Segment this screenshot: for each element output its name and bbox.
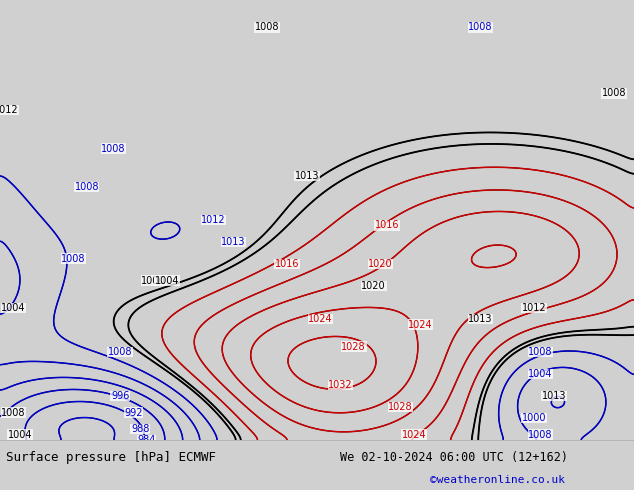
Text: 1024: 1024 [408, 319, 433, 329]
Text: 1024: 1024 [308, 314, 333, 324]
Text: 1024: 1024 [401, 430, 426, 440]
Text: 1013: 1013 [541, 391, 566, 401]
Text: 1008: 1008 [469, 23, 493, 32]
Text: 1000: 1000 [522, 413, 546, 423]
Text: 1008: 1008 [108, 347, 133, 357]
Text: 1008: 1008 [61, 253, 86, 264]
Text: 1008: 1008 [75, 182, 99, 192]
Text: 1000: 1000 [141, 275, 165, 286]
Text: 1004: 1004 [8, 430, 32, 440]
Text: 1004: 1004 [155, 275, 179, 286]
Text: 1016: 1016 [275, 259, 299, 269]
Text: 1012: 1012 [522, 303, 547, 313]
Text: 1020: 1020 [361, 281, 386, 291]
Text: 1013: 1013 [295, 171, 320, 181]
Text: 1008: 1008 [255, 23, 279, 32]
Text: 1004: 1004 [528, 369, 553, 379]
Text: 984: 984 [138, 435, 156, 445]
Text: 1013: 1013 [221, 237, 246, 247]
Text: 1020: 1020 [368, 259, 392, 269]
Text: 1028: 1028 [341, 342, 366, 351]
Text: 1016: 1016 [375, 220, 399, 230]
Text: 1012: 1012 [0, 105, 19, 115]
Text: 1012: 1012 [201, 215, 226, 225]
Text: ©weatheronline.co.uk: ©weatheronline.co.uk [430, 475, 565, 485]
Text: 1008: 1008 [528, 430, 553, 440]
Text: 1028: 1028 [388, 402, 413, 412]
Text: 1008: 1008 [101, 144, 126, 153]
Text: 1008: 1008 [1, 408, 25, 417]
Text: 996: 996 [111, 391, 129, 401]
Text: 1032: 1032 [328, 380, 353, 390]
Text: 1004: 1004 [1, 303, 25, 313]
Text: Surface pressure [hPa] ECMWF: Surface pressure [hPa] ECMWF [6, 450, 216, 464]
Text: 1013: 1013 [469, 314, 493, 324]
Text: 988: 988 [131, 424, 150, 434]
Text: 1008: 1008 [528, 347, 553, 357]
Text: We 02-10-2024 06:00 UTC (12+162): We 02-10-2024 06:00 UTC (12+162) [340, 450, 568, 464]
Text: 992: 992 [124, 408, 143, 417]
Text: 1008: 1008 [602, 89, 626, 98]
